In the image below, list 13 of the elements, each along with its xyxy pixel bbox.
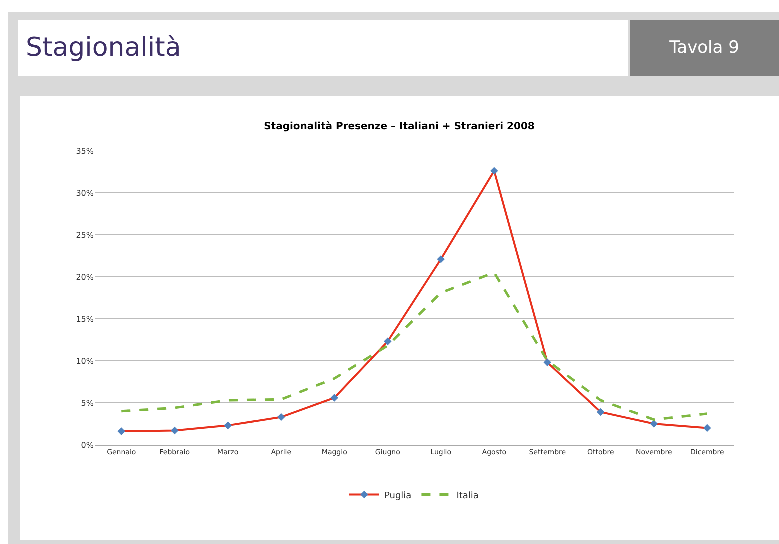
y-tick-label: 0% [81, 440, 94, 450]
y-tick-label: 15% [76, 314, 94, 324]
y-tick-label: 5% [81, 398, 94, 408]
y-tick-label: 35% [76, 146, 94, 156]
y-tick-label: 30% [76, 188, 94, 198]
y-tick-label: 25% [76, 230, 94, 240]
y-tick-label: 10% [76, 356, 94, 366]
legend-label: Puglia [384, 491, 412, 502]
text: Tavola 9 [630, 20, 779, 76]
chart-title: Stagionalità Presenze – Italiani + Stranieri 2008 [264, 122, 535, 133]
y-tick-label: 20% [76, 272, 94, 282]
text: Stagionalità [18, 20, 628, 76]
legend-label: Italia [456, 491, 479, 502]
